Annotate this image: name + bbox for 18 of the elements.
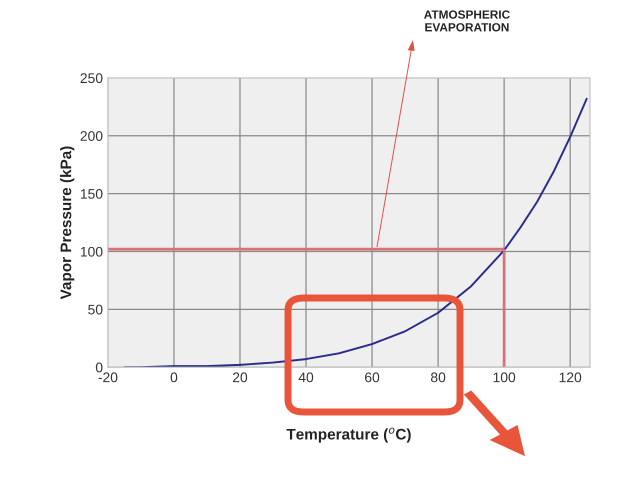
x-tick-label: -20	[98, 372, 118, 382]
x-tick-label: 120	[560, 372, 582, 382]
y-axis-title: Vapor Pressure (kPa)	[60, 146, 74, 300]
x-tick-label: 60	[365, 372, 380, 382]
y-tick-label: 0	[96, 362, 102, 372]
x-tick-label: 80	[430, 372, 446, 382]
y-tick-label: 250	[80, 73, 102, 84]
x-tick-label: 100	[494, 372, 516, 382]
x-tick-label: 40	[298, 372, 314, 382]
line-series	[123, 98, 588, 368]
y-tick-label: 200	[80, 131, 102, 141]
text: ATMOSPHERIC EVAPORATION	[424, 10, 510, 32]
x-tick-label: 20	[232, 372, 248, 382]
x-axis-title: Temperature ($^{o}$C)	[286, 428, 411, 443]
y-tick-label: 50	[88, 304, 102, 315]
y-tick-label: 150	[80, 188, 102, 199]
x-tick-label: 0	[170, 372, 178, 382]
y-tick-label: 100	[80, 246, 102, 257]
